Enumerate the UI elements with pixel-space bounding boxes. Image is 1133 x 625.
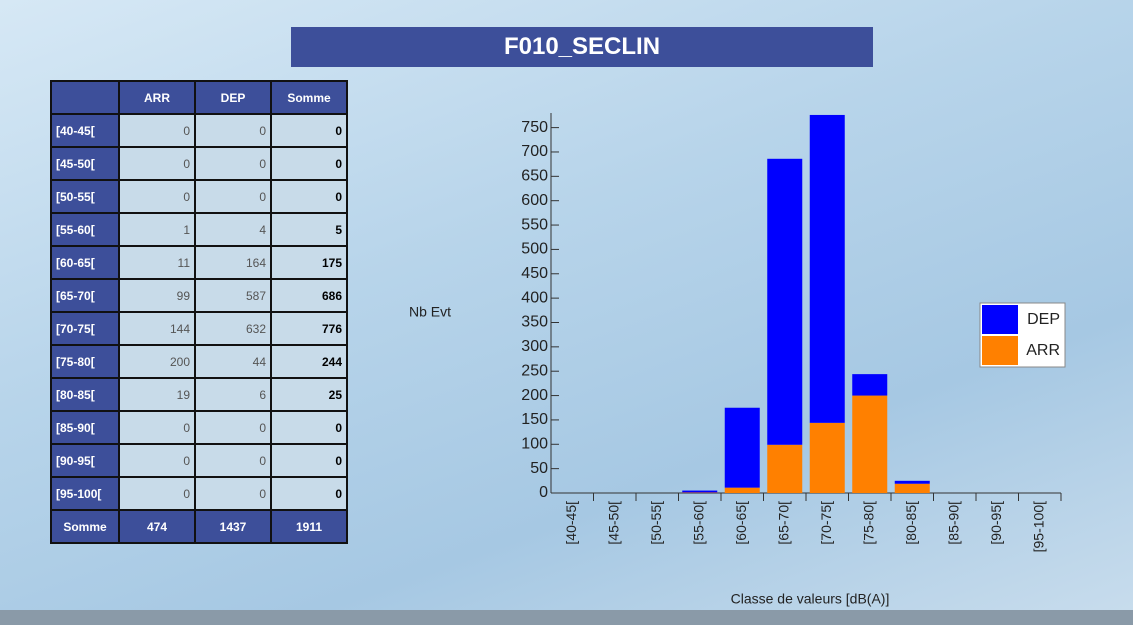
screen: F010_SECLIN ARRDEPSomme [40-45[000[45-50… [0, 0, 1133, 625]
y-tick-label: 650 [521, 168, 548, 185]
bar-segment [767, 445, 802, 493]
legend-swatch [982, 305, 1018, 334]
y-tick-label: 600 [521, 192, 548, 209]
y-tick-label: 450 [521, 265, 548, 282]
y-tick-label: 350 [521, 314, 548, 331]
y-axis-title: Nb Evt [409, 304, 451, 320]
x-tick-label: [90-95[ [988, 501, 1004, 545]
x-tick-label: [85-90[ [945, 501, 961, 545]
bar-segment [895, 484, 930, 493]
x-tick-label: [75-80[ [860, 501, 876, 545]
y-tick-label: 750 [521, 119, 548, 136]
x-tick-label: [80-85[ [903, 501, 919, 545]
bar-segment [895, 481, 930, 484]
x-tick-label: [45-50[ [605, 501, 621, 545]
y-tick-label: 50 [530, 460, 548, 477]
chart: Classe de valeurs [dB(A)] Nb Evt 0 50 100 1… [0, 0, 1133, 625]
x-tick-label: [55-60[ [690, 501, 706, 545]
y-tick-label: 150 [521, 411, 548, 428]
bar-segment [810, 115, 845, 423]
y-tick-label: 400 [521, 289, 548, 306]
bar-segment [682, 491, 717, 493]
bar-segment [810, 423, 845, 493]
x-axis-title: Classe de valeurs [dB(A)] [731, 591, 890, 607]
bar-segment [725, 408, 760, 488]
y-tick-label: 300 [521, 338, 548, 355]
x-tick-label: [65-70[ [775, 501, 791, 545]
x-tick-label: [40-45[ [563, 501, 579, 545]
y-tick-label: 250 [521, 362, 548, 379]
legend-label: ARR [1026, 342, 1060, 359]
bar-segment [767, 159, 802, 445]
x-tick-label: [95-100[ [1030, 501, 1046, 552]
x-tick-label: [60-65[ [733, 501, 749, 545]
x-tick-label: [50-55[ [648, 501, 664, 545]
legend-label: DEP [1027, 311, 1060, 328]
y-tick-label: 200 [521, 387, 548, 404]
legend-swatch [982, 336, 1018, 365]
bar-segment [852, 374, 887, 395]
y-tick-label: 550 [521, 216, 548, 233]
x-tick-label: [70-75[ [818, 501, 834, 545]
y-tick-label: 0 [539, 484, 548, 501]
y-tick-label: 500 [521, 241, 548, 258]
y-tick-label: 700 [521, 143, 548, 160]
y-tick-label: 100 [521, 436, 548, 453]
bar-segment [852, 396, 887, 493]
bar-segment [725, 488, 760, 493]
